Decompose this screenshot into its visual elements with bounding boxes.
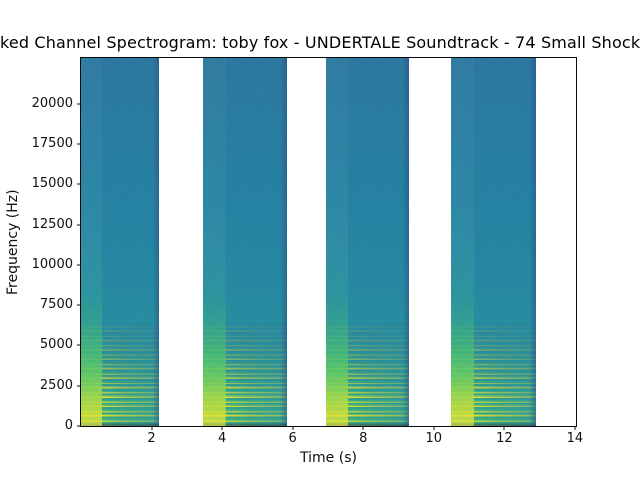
x-tick-mark (221, 426, 223, 430)
spectrogram-segment (326, 58, 410, 426)
x-tick-mark (362, 426, 364, 430)
y-tick-label: 5000 (39, 337, 73, 353)
y-axis-label: Frequency (Hz) (5, 189, 21, 295)
x-tick-mark (503, 426, 505, 430)
y-tick-label: 15000 (31, 176, 73, 192)
x-tick-label: 12 (496, 431, 513, 446)
y-tick-mark (77, 103, 81, 105)
y-tick-mark (77, 425, 81, 427)
x-tick-mark (151, 426, 153, 430)
spectrogram-segment (451, 58, 537, 426)
x-tick-label: 4 (217, 431, 227, 446)
spectrogram-segment (202, 58, 288, 426)
y-tick-mark (77, 224, 81, 226)
x-tick-mark (292, 426, 294, 430)
y-tick-label: 20000 (31, 95, 73, 111)
y-tick-mark (77, 183, 81, 185)
x-tick-label: 8 (359, 431, 368, 446)
x-tick-label: 10 (425, 431, 443, 446)
y-tick-mark (77, 143, 81, 145)
y-tick-label: 0 (64, 418, 73, 433)
chart-title: ked Channel Spectrogram: toby fox - UNDE… (0, 33, 640, 52)
x-tick-label: 14 (566, 431, 584, 446)
x-tick-label: 2 (147, 431, 156, 446)
spectrogram-segment (81, 58, 159, 426)
y-tick-mark (77, 385, 81, 387)
x-tick-mark (574, 426, 576, 430)
y-tick-label: 12500 (31, 216, 73, 232)
plot-area: 2 4 6 8 10 12 14 0 2500 5000 7500 10000 12500 15000 17… (32, 57, 583, 446)
y-tick-mark (77, 344, 81, 346)
y-tick-label: 7500 (39, 297, 73, 313)
x-axis-label: Time (s) (300, 450, 357, 466)
x-tick-mark (433, 426, 435, 430)
x-tick-label: 6 (288, 431, 297, 446)
y-tick-label: 10000 (31, 256, 73, 272)
y-tick-label: 17500 (31, 136, 73, 152)
y-tick-label: 2500 (39, 377, 73, 393)
y-tick-mark (77, 304, 81, 306)
y-tick-mark (77, 264, 81, 266)
